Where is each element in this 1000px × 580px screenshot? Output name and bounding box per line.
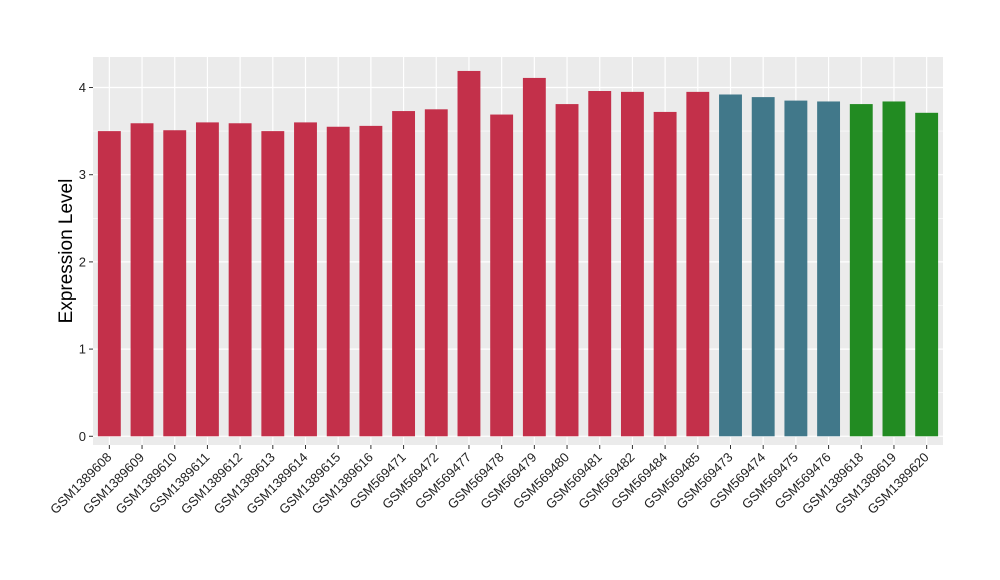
- bar-gsm1389609: [130, 123, 154, 437]
- bar-gsm569472: [424, 109, 448, 437]
- bar-gsm1389611: [195, 122, 219, 437]
- bar-gsm569482: [620, 91, 644, 437]
- bar-gsm569480: [555, 104, 579, 437]
- bars-group: [97, 70, 939, 437]
- bar-gsm1389615: [326, 126, 350, 437]
- bar-gsm1389616: [359, 125, 383, 437]
- bar-gsm1389614: [294, 122, 317, 437]
- bar-gsm569476: [817, 101, 841, 437]
- bar-gsm569481: [588, 91, 612, 437]
- bar-gsm569477: [457, 70, 481, 437]
- y-tick-label: 1: [79, 342, 86, 357]
- bar-gsm569478: [490, 114, 514, 437]
- y-axis: 0 1 2 3 4: [79, 80, 93, 444]
- bar-gsm569479: [522, 77, 546, 437]
- bar-gsm569485: [686, 91, 710, 437]
- bar-gsm1389608: [97, 131, 121, 437]
- bar-gsm1389619: [882, 101, 906, 437]
- bar-gsm569475: [784, 100, 808, 437]
- bar-gsm569473: [719, 94, 742, 437]
- bar-gsm1389620: [915, 112, 939, 437]
- y-tick-label: 3: [79, 167, 86, 182]
- bar-gsm1389618: [849, 104, 873, 437]
- bar-gsm1389613: [261, 131, 285, 437]
- bar-gsm1389612: [228, 123, 252, 437]
- plot-panel: [93, 57, 943, 445]
- bar-gsm569484: [653, 111, 677, 437]
- bar-gsm569474: [751, 97, 775, 437]
- y-axis-title: Expression Level: [56, 179, 77, 324]
- y-tick-label: 0: [79, 429, 86, 444]
- y-tick-label: 2: [79, 254, 86, 269]
- y-tick-label: 4: [79, 80, 86, 95]
- bar-gsm569471: [392, 111, 416, 437]
- bar-gsm1389610: [163, 130, 187, 437]
